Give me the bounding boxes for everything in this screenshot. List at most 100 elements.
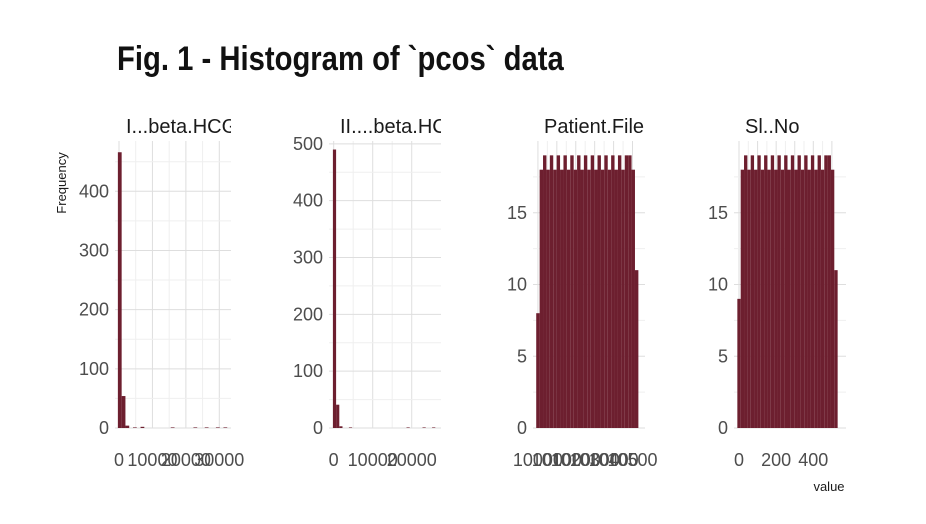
histogram-bar — [406, 427, 410, 428]
y-tick-label: 0 — [517, 418, 527, 438]
grid — [329, 141, 441, 429]
y-tick-label: 10 — [507, 275, 527, 295]
histogram-bar — [827, 155, 831, 428]
bars — [536, 155, 639, 428]
bars — [737, 155, 838, 428]
x-tick-label: 10000 — [348, 450, 398, 470]
x-tick-label: 0 — [734, 450, 744, 470]
y-tick-label: 15 — [708, 203, 728, 223]
histogram-bar — [767, 169, 771, 428]
facet-panel-3: Patient.File.No. 0 5 10 15 100001010010200103… — [507, 116, 658, 470]
x-tick-label: 0 — [329, 450, 339, 470]
histogram-bar — [597, 155, 601, 428]
x-tick-label: 20000 — [387, 450, 437, 470]
histogram-bar — [617, 155, 622, 428]
histogram-bar — [780, 169, 785, 428]
x-tick-label: 30000 — [194, 450, 244, 470]
histogram-bar — [577, 155, 581, 428]
histogram-bar — [539, 169, 544, 428]
histogram-bar — [757, 155, 761, 428]
facet-panel-2: II....beta.HCG 0 100 200 300 400 500 0 100002000… — [293, 116, 462, 470]
facet-strip-label: II....beta.HCG — [340, 116, 462, 138]
histogram-bar — [770, 155, 775, 428]
x-tick-label: 400 — [798, 450, 828, 470]
x-tick-label: 10300 — [570, 450, 620, 470]
histogram-bar — [814, 169, 818, 428]
histogram-bar — [634, 270, 639, 428]
histogram-bar — [193, 427, 198, 428]
histogram-bar — [790, 155, 795, 428]
histogram-bar — [737, 298, 741, 428]
facet-strip-label: I...beta.HCG — [126, 116, 237, 138]
y-tick-label: 100 — [79, 359, 109, 379]
figure-title: Fig. 1 - Histogram of `pcos` data — [117, 40, 564, 78]
x-tick-label: 10000 — [513, 450, 563, 470]
histogram-bar — [594, 169, 598, 428]
y-tick-label: 5 — [718, 346, 728, 366]
histogram-bar — [797, 155, 801, 428]
histogram-bar — [117, 152, 122, 429]
bars — [117, 152, 228, 429]
histogram-bar — [754, 169, 758, 428]
y-tick-label: 15 — [507, 203, 527, 223]
histogram-bar — [807, 169, 811, 428]
histogram-bar — [566, 169, 571, 428]
y-tick-label: 0 — [99, 418, 109, 438]
histogram-bar — [553, 169, 557, 428]
y-tick-label: 500 — [293, 134, 323, 154]
histogram-bar — [332, 149, 337, 428]
histogram-bar — [549, 155, 554, 428]
histogram-bar — [820, 169, 825, 428]
histogram-bar — [204, 427, 209, 428]
histogram-bar — [611, 155, 615, 428]
y-tick-label: 100 — [293, 361, 323, 381]
histogram-bar — [215, 427, 220, 428]
histogram-bar — [125, 425, 130, 428]
y-tick-label: 5 — [517, 346, 527, 366]
x-tick-label: 10000 — [127, 450, 177, 470]
histogram-bar — [546, 169, 550, 428]
x-tick-label: 10500 — [607, 450, 657, 470]
histogram-bar — [587, 169, 591, 428]
y-tick-label: 400 — [293, 191, 323, 211]
histogram-bar — [607, 169, 612, 428]
histogram-bar — [583, 155, 588, 428]
histogram-bar — [744, 155, 748, 428]
histogram-bar — [800, 169, 805, 428]
histogram-bar — [580, 169, 584, 428]
x-tick-label: 10200 — [551, 450, 601, 470]
histogram-bar — [750, 155, 755, 428]
histogram-bar — [747, 169, 751, 428]
histogram-bar — [600, 169, 605, 428]
histogram-bar — [422, 427, 426, 428]
histogram-bar — [624, 155, 629, 428]
histogram-bar — [830, 169, 835, 428]
histogram-bar — [556, 155, 561, 428]
histogram-bar — [628, 155, 632, 428]
histogram-bar — [774, 169, 778, 428]
histogram-bar — [764, 155, 768, 428]
y-tick-label: 0 — [718, 418, 728, 438]
histogram-bar — [787, 169, 791, 428]
y-tick-label: 400 — [79, 181, 109, 201]
x-axis-title: value — [813, 479, 844, 494]
histogram-bar — [621, 169, 625, 428]
y-tick-label: 300 — [79, 240, 109, 260]
histogram-bar — [631, 169, 635, 428]
histogram-bar — [170, 427, 175, 428]
histogram-bar — [824, 155, 828, 428]
histogram-bar — [810, 155, 815, 428]
histogram-bar — [570, 155, 574, 428]
histogram-bar — [804, 155, 808, 428]
histogram-bar — [348, 427, 353, 428]
histogram-bar — [834, 270, 838, 428]
facet-strip-label: Sl..No — [745, 116, 799, 138]
histogram-bar — [432, 427, 436, 428]
x-tick-label: 10400 — [589, 450, 639, 470]
histogram-bar — [563, 155, 567, 428]
histogram-bar — [339, 426, 343, 428]
histogram-bar — [604, 155, 608, 428]
histogram-bar — [560, 169, 564, 428]
x-tick-label: 20000 — [161, 450, 211, 470]
